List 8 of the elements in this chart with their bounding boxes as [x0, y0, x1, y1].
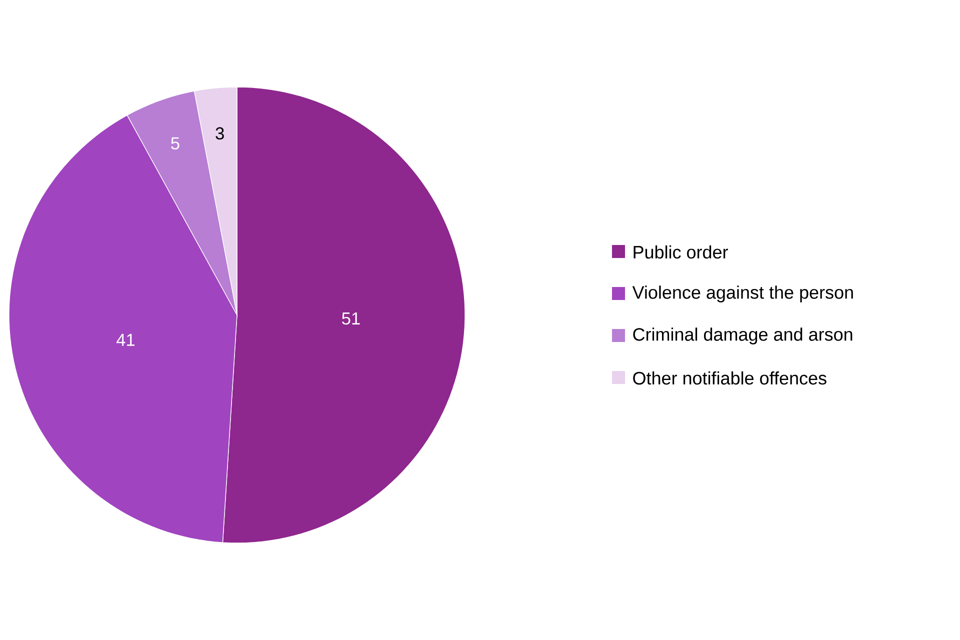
legend-label: Violence against the person: [632, 286, 853, 302]
data-label: 5: [171, 137, 180, 150]
legend-label: Other notifiable offences: [633, 371, 826, 385]
legend-label: Public order: [634, 245, 728, 259]
legend-label: Criminal damage and arson: [633, 328, 852, 344]
data-label: 51: [342, 312, 360, 325]
data-label: 41: [116, 334, 135, 346]
data-label: 3: [216, 127, 224, 140]
